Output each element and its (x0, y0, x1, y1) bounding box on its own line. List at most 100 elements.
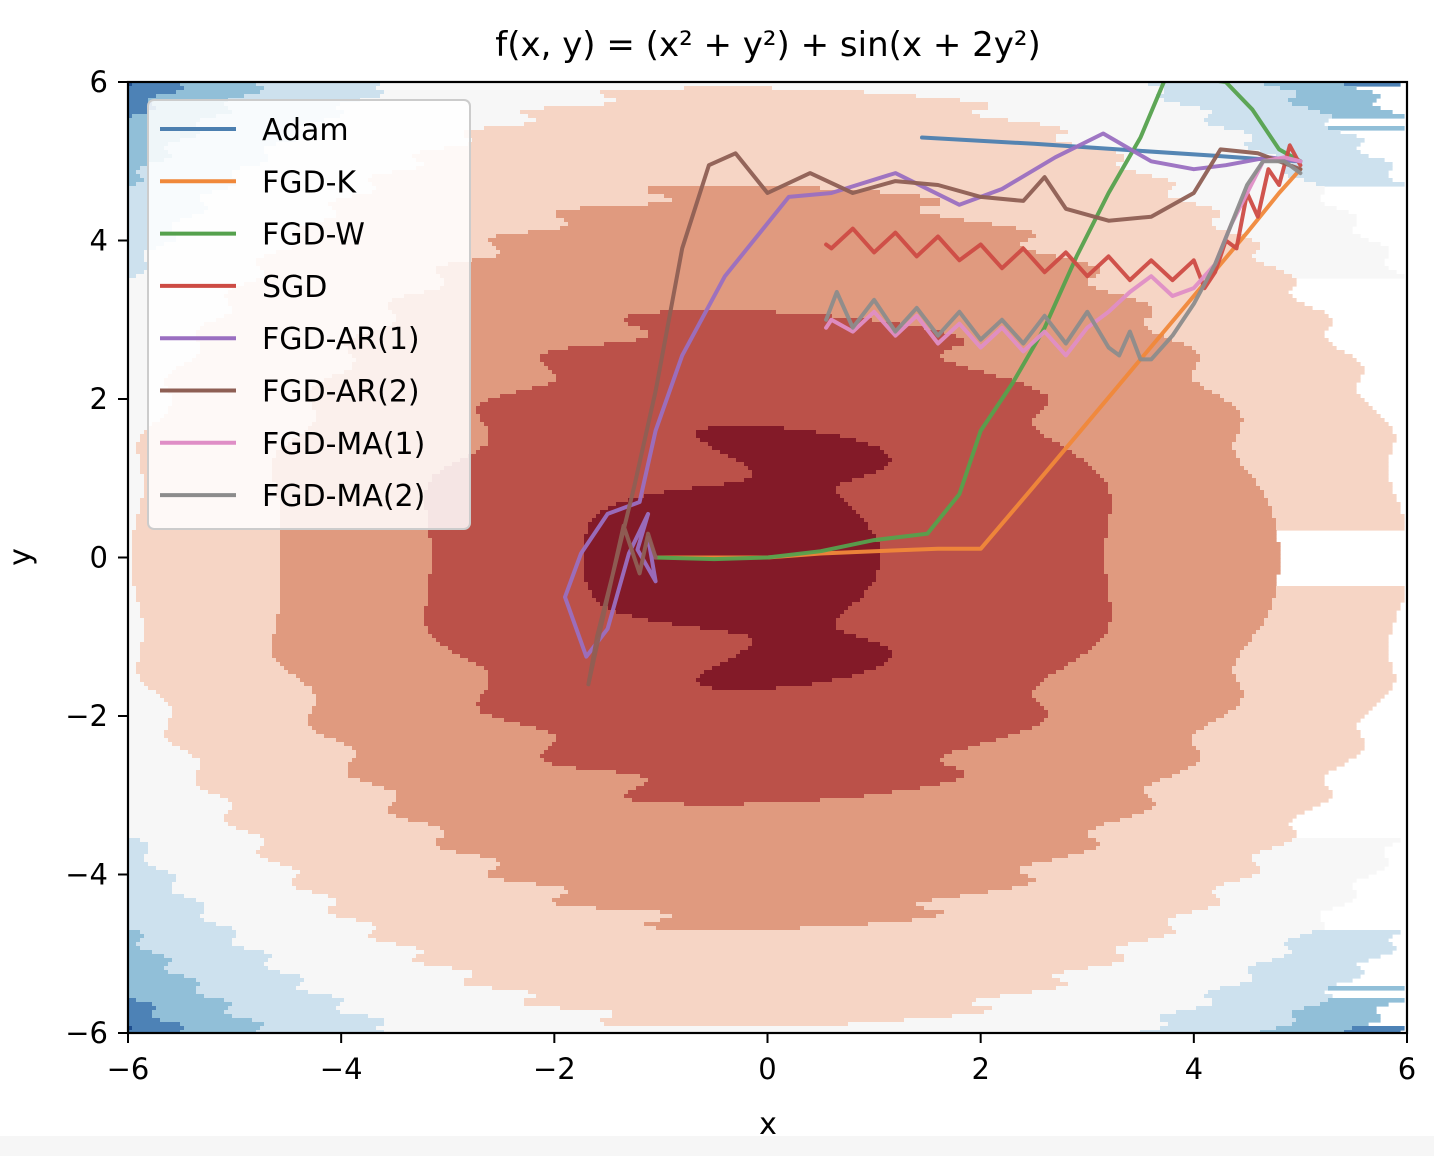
contour-band (128, 730, 165, 735)
contour-band (772, 86, 1165, 91)
contour-band (1276, 590, 1405, 595)
contour-band (748, 634, 857, 639)
contour-band (1060, 978, 1253, 983)
y-tick-label: 0 (90, 541, 108, 575)
contour-band (432, 474, 753, 479)
contour-band (380, 82, 1149, 87)
contour-band (1216, 886, 1353, 891)
contour-band (468, 454, 729, 459)
contour-band (1148, 302, 1305, 307)
contour-band (972, 110, 1213, 115)
contour-band (1096, 642, 1249, 647)
contour-band (528, 114, 981, 119)
contour-band (1240, 430, 1393, 435)
contour-band (128, 742, 173, 747)
contour-band (892, 458, 1085, 463)
contour-band (396, 798, 633, 803)
contour-band (980, 114, 1209, 119)
contour-band (1220, 898, 1353, 903)
contour-band (280, 534, 429, 539)
contour-band (1192, 374, 1361, 379)
contour-band (392, 298, 1137, 303)
contour-band (536, 726, 1033, 731)
contour-band (556, 214, 941, 219)
contour-band (1068, 854, 1253, 859)
contour-band (412, 958, 1125, 963)
contour-band (1112, 602, 1273, 607)
contour-band (964, 774, 1173, 779)
contour-band (140, 614, 277, 619)
contour-band (940, 354, 1201, 359)
contour-band (196, 986, 297, 991)
contour-band (296, 986, 493, 991)
contour-band (312, 726, 537, 731)
contour-band (280, 546, 433, 551)
contour-band (1136, 298, 1297, 303)
contour-band (128, 1006, 157, 1011)
contour-band (256, 850, 457, 855)
contour-band (876, 578, 1109, 583)
contour-band (232, 802, 393, 807)
contour-band (156, 866, 293, 871)
contour-band (1096, 846, 1273, 851)
contour-band (624, 318, 873, 323)
contour-band (840, 494, 1113, 499)
contour-band (276, 618, 425, 623)
contour-band (892, 650, 1089, 655)
contour-band (1048, 714, 1225, 719)
contour-band (128, 558, 133, 563)
contour-band (1160, 1026, 1277, 1031)
contour-band (128, 838, 141, 843)
contour-band (1308, 106, 1381, 111)
contour-band (1212, 390, 1357, 395)
contour-band (1040, 722, 1209, 727)
contour-band (184, 974, 301, 979)
contour-band (488, 670, 705, 675)
contour-band (1108, 530, 1277, 535)
contour-band (180, 1022, 265, 1027)
contour-band (1044, 434, 1237, 439)
contour-band (868, 922, 1169, 927)
contour-band (492, 714, 1049, 719)
contour-band (1228, 710, 1369, 715)
contour-band (1068, 130, 1245, 135)
contour-band (128, 1014, 153, 1019)
contour-band (340, 1010, 613, 1015)
contour-band (128, 550, 133, 555)
contour-band (128, 466, 141, 471)
contour-band (880, 566, 1105, 571)
contour-band (728, 454, 889, 459)
contour-band (252, 1018, 385, 1023)
contour-band (488, 686, 713, 691)
contour-band (640, 326, 925, 331)
contour-band (1116, 950, 1293, 955)
contour-band (128, 522, 137, 527)
contour-band (272, 954, 417, 959)
contour-band (140, 938, 233, 943)
contour-band (1048, 394, 1221, 399)
contour-band (1172, 926, 1325, 931)
contour-band (1100, 474, 1253, 479)
contour-band (128, 786, 201, 791)
contour-band (128, 754, 193, 759)
contour-band (296, 886, 565, 891)
contour-band (348, 766, 577, 771)
contour-band (868, 442, 1061, 447)
contour-band (944, 762, 1197, 767)
contour-band (128, 606, 141, 611)
contour-band (168, 718, 309, 723)
contour-band (736, 458, 893, 463)
contour-band (412, 154, 1125, 159)
contour-band (260, 834, 445, 839)
contour-band (272, 634, 433, 639)
contour-band (1108, 586, 1277, 591)
contour-band (604, 102, 989, 107)
contour-band (852, 506, 1113, 511)
contour-band (584, 578, 877, 583)
contour-band (188, 750, 357, 755)
contour-band (628, 314, 833, 319)
contour-band (1260, 486, 1393, 491)
contour-band (272, 642, 441, 647)
contour-band (128, 722, 169, 727)
contour-band (1180, 102, 1293, 107)
